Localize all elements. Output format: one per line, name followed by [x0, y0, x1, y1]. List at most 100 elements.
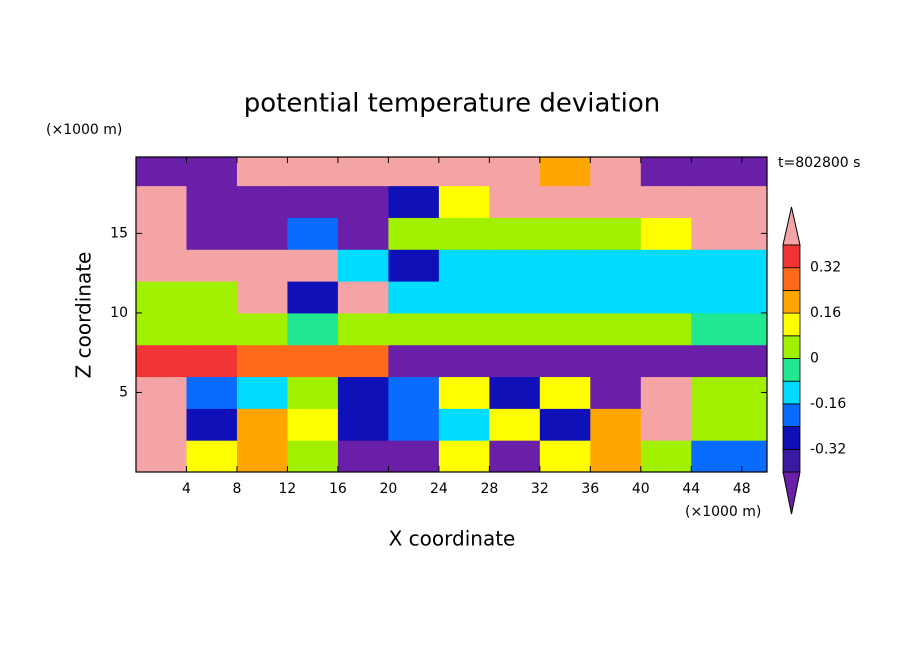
contour-cell	[640, 185, 692, 218]
x-tick-label: 8	[232, 481, 241, 497]
contour-cell	[438, 157, 490, 187]
contour-cell	[590, 312, 642, 346]
y-unit: (×1000 m)	[46, 122, 122, 138]
axes: 4 8 12 16 20 24 28 32 36 40 44 4851015-0.32-0.1600.…	[110, 156, 846, 515]
colorbar-box	[782, 380, 801, 405]
contour-cell	[640, 312, 692, 346]
contour-cell	[438, 249, 490, 282]
contour-cell	[691, 157, 768, 187]
contour-cell	[640, 249, 692, 282]
contour-cell	[539, 249, 591, 282]
plot-frame	[135, 156, 768, 473]
contour-cell	[539, 408, 591, 441]
contour-cell	[539, 344, 591, 378]
colorbar-label: -0.16	[810, 396, 846, 412]
contour-cell	[236, 344, 288, 378]
contour-cell	[590, 185, 642, 218]
colorbar-box	[782, 403, 801, 427]
contour-cell	[388, 217, 440, 250]
contour-cell	[287, 217, 339, 250]
contour-cell	[388, 376, 440, 409]
contour-cell	[539, 157, 591, 187]
contour-cell	[640, 344, 692, 378]
contour-cell	[489, 185, 541, 218]
contour-cell	[640, 376, 692, 409]
contour-cell	[640, 157, 692, 187]
contour-cell	[438, 217, 490, 250]
contour-cell	[489, 344, 541, 378]
chart-title: potential temperature deviation	[244, 89, 660, 119]
contour-cell	[640, 440, 692, 473]
contour-cell	[489, 312, 541, 346]
contour-cell	[691, 344, 768, 378]
colorbar-label: 0.32	[810, 260, 841, 276]
contour-cell	[691, 185, 768, 218]
colorbar-box	[782, 448, 801, 473]
y-tick-label: 5	[119, 384, 128, 400]
contour-cell	[388, 157, 440, 187]
contour-cell	[489, 217, 541, 250]
contour-cell	[388, 281, 440, 314]
contour-cell	[489, 281, 541, 314]
contour-cell	[236, 281, 288, 314]
contour-cell	[236, 312, 288, 346]
contour-cell	[388, 440, 440, 473]
contour-cell	[388, 185, 440, 218]
contour-cell	[287, 312, 339, 346]
contour-cell	[337, 344, 389, 378]
contour-cell	[438, 408, 490, 441]
contour-cell	[186, 408, 238, 441]
contour-cell	[640, 217, 692, 250]
contour-cell	[136, 185, 187, 218]
contour-cell	[590, 376, 642, 409]
contour-cell	[186, 185, 238, 218]
contour-cell	[539, 217, 591, 250]
colorbar-label: -0.32	[810, 441, 846, 457]
contour-cell	[539, 440, 591, 473]
contour-cell	[539, 281, 591, 314]
contour-cell	[236, 217, 288, 250]
contour-cell	[388, 249, 440, 282]
contour-cell	[539, 376, 591, 409]
x-axis-label: X coordinate	[389, 527, 516, 551]
contour-cell	[388, 408, 440, 441]
contour-cell	[337, 157, 389, 187]
contour-cell	[287, 157, 339, 187]
colorbar-box	[782, 426, 801, 450]
contour-cell	[388, 312, 440, 346]
contour-cell	[438, 281, 490, 314]
x-tick-label: 24	[430, 481, 448, 497]
colorbar-label: 0	[810, 351, 819, 367]
contour-cell	[186, 440, 238, 473]
x-tick-label: 20	[379, 481, 397, 497]
contour-cell	[590, 408, 642, 441]
x-tick-label: 40	[632, 481, 650, 497]
contour-cell	[438, 344, 490, 378]
contour-cell	[691, 440, 768, 473]
contour-cell	[287, 344, 339, 378]
contour-cell	[489, 376, 541, 409]
colorbar-box	[782, 244, 801, 269]
contour-cell	[136, 344, 187, 378]
contour-cell	[136, 217, 187, 250]
contour-cell	[640, 408, 692, 441]
x-tick-label: 4	[182, 481, 191, 497]
contour-cell	[287, 185, 339, 218]
contour-cell	[186, 376, 238, 409]
contour-cell	[691, 217, 768, 250]
contour-cell	[337, 408, 389, 441]
contour-cell	[590, 157, 642, 187]
contour-cell	[438, 312, 490, 346]
contour-cell	[590, 217, 642, 250]
x-tick-label: 16	[329, 481, 347, 497]
contour-cell	[438, 376, 490, 409]
contour-cell	[236, 408, 288, 441]
contour-cell	[186, 281, 238, 314]
contour-cell	[388, 344, 440, 378]
contour-cell	[337, 440, 389, 473]
x-tick-label: 36	[581, 481, 599, 497]
colorbar-box	[782, 289, 801, 314]
colorbar-box	[782, 335, 801, 359]
contour-cell	[186, 249, 238, 282]
